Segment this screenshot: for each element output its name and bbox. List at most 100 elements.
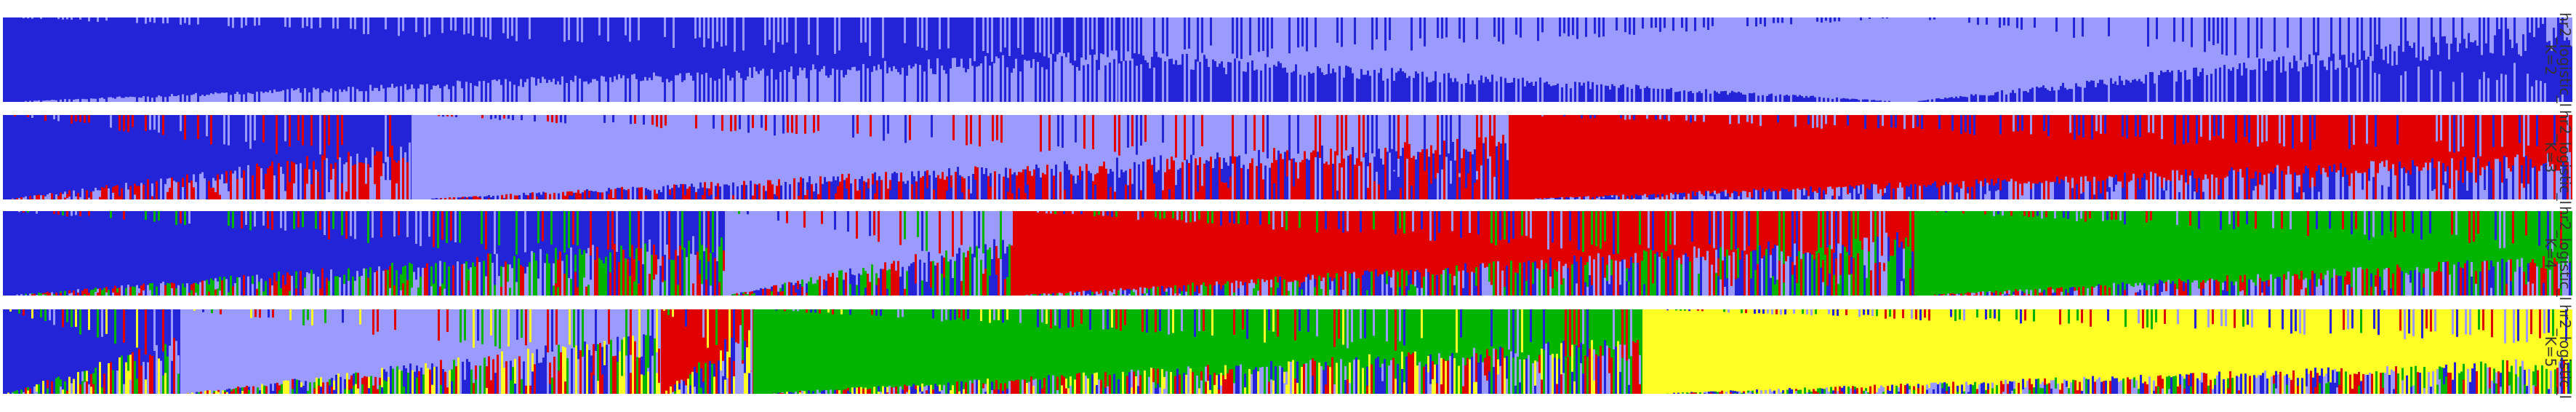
admixture-stripe: [1504, 287, 1506, 296]
admixture-stripe: [1640, 197, 1642, 199]
admixture-stripe: [398, 211, 400, 236]
admixture-stripe: [433, 283, 435, 296]
admixture-stripe: [2439, 17, 2441, 71]
admixture-stripe: [1951, 294, 1954, 296]
admixture-stripe: [1837, 243, 1839, 296]
admixture-stripe: [1707, 17, 1709, 31]
admixture-stripe: [2091, 290, 2093, 296]
admixture-stripe: [234, 94, 236, 102]
admixture-stripe: [1197, 191, 1199, 199]
admixture-stripe: [1489, 82, 1491, 102]
admixture-stripe: [649, 336, 651, 394]
admixture-stripe: [1978, 191, 1980, 199]
admixture-stripe: [1694, 196, 1696, 199]
admixture-stripe: [989, 275, 991, 296]
admixture-stripe: [884, 60, 886, 102]
admixture-stripe: [1391, 148, 1393, 199]
admixture-stripe: [2185, 182, 2187, 199]
admixture-stripe: [1515, 17, 1517, 35]
admixture-stripe: [2095, 285, 2098, 296]
admixture-stripe: [884, 262, 886, 296]
admixture-stripe: [514, 384, 516, 394]
admixture-stripe: [773, 17, 775, 53]
admixture-stripe: [221, 280, 223, 296]
admixture-stripe: [2102, 211, 2104, 221]
admixture-stripe: [2239, 275, 2242, 296]
admixture-stripe: [677, 211, 679, 256]
admixture-stripe: [2165, 282, 2167, 296]
admixture-stripe: [439, 88, 441, 102]
admixture-stripe: [1054, 211, 1056, 215]
admixture-stripe: [1000, 17, 1002, 52]
admixture-stripe: [258, 282, 260, 296]
admixture-stripe: [2291, 68, 2293, 102]
admixture-stripe: [2050, 287, 2052, 296]
admixture-stripe: [2015, 181, 2017, 199]
admixture-stripe: [2348, 115, 2351, 149]
admixture-stripe: [1312, 274, 1314, 296]
admixture-stripe: [1604, 211, 1606, 242]
admixture-stripe: [1738, 92, 1740, 102]
admixture-stripe: [1153, 17, 1155, 68]
admixture-stripe: [1019, 71, 1022, 102]
admixture-stripe: [2486, 166, 2488, 199]
admixture-stripe: [835, 180, 837, 199]
admixture-stripe: [2245, 68, 2247, 102]
admixture-stripe: [2234, 17, 2236, 55]
admixture-stripe: [1615, 260, 1617, 296]
admixture-stripe: [463, 264, 465, 296]
admixture-stripe: [1256, 69, 1258, 102]
admixture-stripe: [2272, 186, 2274, 199]
admixture-stripe: [487, 253, 489, 296]
admixture-stripe: [228, 191, 230, 199]
admixture-stripe: [496, 253, 498, 296]
admixture-stripe: [545, 192, 547, 199]
admixture-stripe: [66, 211, 68, 217]
admixture-stripe: [1797, 96, 1799, 102]
admixture-stripe: [2037, 183, 2039, 199]
admixture-stripe: [1609, 194, 1611, 199]
admixture-stripe: [2159, 194, 2161, 199]
admixture-stripe: [315, 211, 317, 229]
admixture-stripe: [2067, 182, 2069, 199]
admixture-stripe: [396, 162, 398, 199]
admixture-stripe: [2304, 62, 2306, 102]
admixture-stripe: [632, 186, 634, 199]
admixture-stripe: [834, 211, 836, 230]
admixture-stripe: [1304, 75, 1306, 102]
admixture-stripe: [1805, 194, 1807, 199]
admixture-stripe: [1525, 280, 1528, 296]
admixture-stripe: [1321, 145, 1323, 199]
admixture-stripe: [308, 169, 310, 199]
admixture-stripe: [1967, 292, 1969, 296]
admixture-stripe: [1655, 17, 1657, 28]
admixture-stripe: [361, 162, 363, 199]
admixture-stripe: [2387, 63, 2389, 102]
admixture-stripe: [2516, 259, 2519, 296]
admixture-stripe: [737, 186, 739, 199]
admixture-stripe: [1877, 193, 1879, 199]
admixture-stripe: [136, 309, 138, 348]
admixture-stripe: [2213, 289, 2215, 296]
admixture-stripe: [92, 98, 95, 102]
admixture-stripe: [2427, 170, 2429, 199]
admixture-stripe: [2213, 280, 2215, 296]
admixture-stripe: [1072, 65, 1074, 102]
admixture-stripe: [214, 278, 217, 296]
admixture-stripe: [2553, 28, 2555, 103]
admixture-stripe: [1818, 97, 1821, 102]
admixture-stripe: [2071, 287, 2074, 296]
admixture-stripe: [1810, 186, 1812, 199]
admixture-stripe: [548, 263, 550, 296]
admixture-stripe: [184, 17, 186, 23]
admixture-stripe: [502, 266, 505, 296]
admixture-stripe: [915, 63, 917, 102]
admixture-stripe: [1011, 380, 1013, 394]
admixture-stripe: [105, 309, 108, 334]
admixture-stripe: [2021, 195, 2023, 199]
admixture-stripe: [367, 211, 369, 243]
admixture-stripe: [250, 309, 252, 318]
admixture-stripe: [406, 280, 409, 296]
admixture-stripe: [596, 284, 598, 296]
admixture-stripe: [321, 268, 324, 296]
